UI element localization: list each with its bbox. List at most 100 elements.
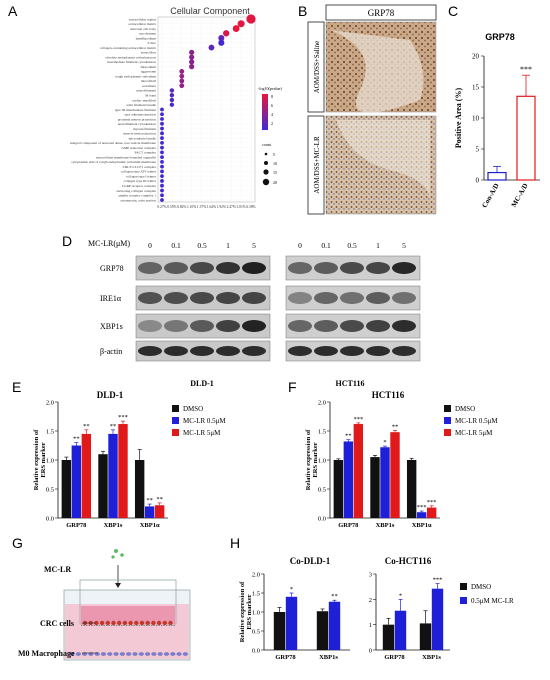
blot-band [164, 262, 188, 274]
crc-cell [122, 620, 128, 626]
dose-label: 5 [402, 241, 406, 250]
panel-e-title: DLD-1 [97, 390, 124, 400]
ihc-image-mclr [336, 120, 430, 200]
blot-band [190, 320, 214, 332]
y-tick-label: 1.0 [46, 458, 54, 465]
blot-band [242, 292, 266, 304]
panel-a-size-legend: count 5 10 15 20 [262, 142, 277, 186]
panel-label-a: A [8, 3, 18, 19]
y-tick-label: collagen type I trimer [126, 174, 157, 178]
data-point [160, 150, 164, 155]
blot-band [242, 320, 266, 332]
blot-band [138, 346, 162, 356]
bar [516, 95, 536, 181]
blot-band [164, 346, 188, 356]
y-tick-label: 15 [472, 84, 480, 92]
x-tick-label: 1.37% [197, 205, 206, 209]
panel-f-chart: HCT116 0.0 0.5 1.0 1.5 2.0 Relative expressio… [305, 390, 498, 529]
significance-label: * [290, 586, 293, 593]
data-point [208, 44, 215, 51]
data-point [160, 169, 164, 174]
data-point [169, 102, 175, 107]
x-tick-label: GRP78 [275, 654, 296, 661]
y-tick-label: cytoplasmic side of rough endoplasmic re… [71, 160, 156, 164]
mclr-label: MC-LR [44, 565, 71, 574]
significance-label: *** [417, 504, 427, 511]
mclr-particle [114, 549, 118, 553]
bar [406, 460, 417, 518]
bar [370, 457, 380, 518]
panel-label-e: E [12, 379, 21, 395]
y-tick-label: 0.5 [318, 487, 326, 494]
y-tick-label: M band [145, 94, 156, 98]
bar [61, 460, 72, 518]
panel-b-row-label-box [307, 21, 325, 113]
y-tick-label: 0 [369, 648, 372, 655]
dose-label: 1 [376, 241, 380, 250]
y-axis-label: ERS marker [312, 442, 319, 477]
y-tick-label: 0.0 [46, 516, 54, 523]
blot-band [288, 346, 312, 356]
macrophage-cell [119, 652, 125, 656]
macrophage-cell [151, 652, 157, 656]
y-tick-label: 0.5 [252, 629, 260, 636]
y-tick-label: aggresome [141, 70, 157, 74]
panel-b-row-label-mclr: AOM/DSS+MC-LR [313, 136, 321, 194]
macrophage-cell [145, 652, 151, 656]
y-tick-label: 20 [472, 53, 480, 61]
insert-medium [81, 606, 175, 624]
y-axis-label: Relative expression of [305, 429, 312, 490]
macrophage-cell [163, 652, 170, 656]
bar [144, 506, 155, 518]
x-tick-label: 1.64% [207, 205, 216, 209]
panel-f-plot-area: 0.0 0.5 1.0 1.5 2.0 Relative expression of ERS… [305, 400, 498, 530]
blot-band [190, 292, 214, 304]
blot-band [164, 320, 188, 332]
data-point [179, 68, 185, 74]
y-tick-label: stress fiber [141, 51, 157, 55]
y-tick-label: muscle tendon junction [123, 132, 156, 136]
macrophage-cell [69, 652, 75, 656]
x-tick-label: XBP1u [412, 522, 432, 529]
y-tick-label: actin filament bundle [126, 103, 156, 107]
y-tick-label: extracellular membrane-bounded organelle [96, 155, 157, 159]
x-tick-label: 0.82% [177, 205, 186, 209]
panel-c-plot-area: 0 5 10 15 20 Positive Area (%) Con-A/D *** MC-A/… [454, 53, 540, 209]
bar [353, 424, 364, 518]
colorbar-tick-2: 2 [271, 121, 273, 126]
data-point [160, 121, 164, 126]
blot-band [340, 262, 364, 274]
panel-label-c: C [448, 3, 458, 19]
bar [71, 445, 82, 518]
y-tick-label: obsolete endoplasmic reticulum part [105, 55, 156, 59]
panel-b-ihc: GRP78 AOM/DSS+Saline AOM/DSS+MC-LR [307, 4, 437, 215]
y-tick-label: rough endoplasmic reticulum [115, 74, 156, 78]
panel-h-charts: Co-DLD-1 Co-HCT116 0.0 0.5 1.0 1.5 2.0 Relati… [239, 556, 514, 661]
panel-b-title-box [325, 4, 437, 21]
data-point [160, 198, 164, 202]
macrophage-cell [94, 652, 100, 656]
x-tick-label: GRP78 [338, 522, 359, 529]
y-tick-label: 0 [476, 177, 480, 185]
y-tick-label: 0.5 [46, 487, 54, 494]
crc-cell [139, 620, 145, 626]
dose-label: 0.5 [197, 241, 207, 250]
mclr-particle [120, 553, 124, 557]
data-point [160, 131, 164, 136]
size-legend-dot [264, 152, 268, 156]
blot-band [392, 346, 416, 356]
colorbar-tick-8: 8 [271, 94, 273, 99]
data-point [189, 54, 195, 60]
mclr-arrow [115, 583, 121, 588]
panel-h2-plot-area: 0 1 2 3 * GRP78 *** XBP1s [369, 572, 450, 661]
y-axis-label: Relative expression of [239, 581, 246, 642]
data-point [160, 159, 164, 164]
data-point [160, 155, 164, 160]
x-tick-label: 1.10% [187, 205, 196, 209]
bar [285, 596, 298, 650]
macrophage-label: M0 Macrophage [18, 649, 75, 658]
blot-band [314, 292, 338, 304]
size-legend-dot [264, 161, 268, 165]
y-tick-label: 2.0 [46, 400, 54, 407]
bar [333, 460, 344, 518]
